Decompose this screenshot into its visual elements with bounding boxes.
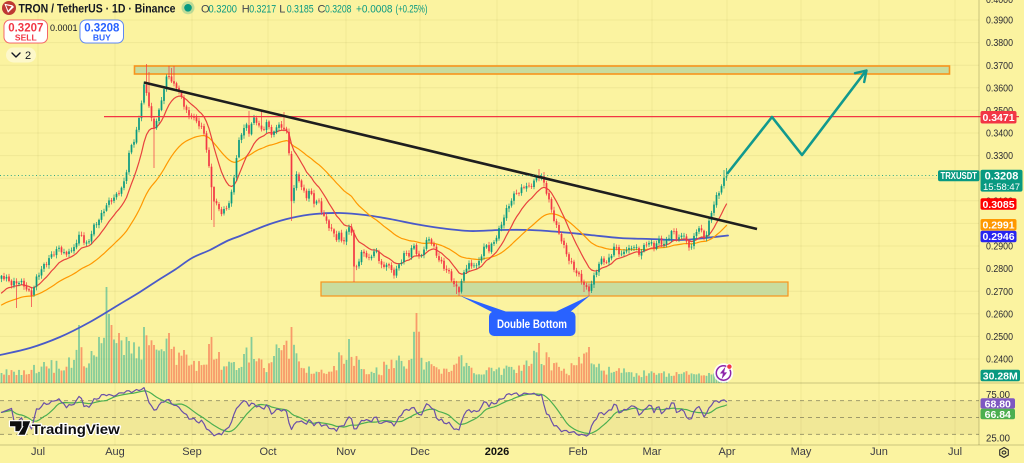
svg-text:0.2700: 0.2700 [986,287,1013,298]
svg-text:0.2500: 0.2500 [986,332,1013,343]
svg-text:30.28M: 30.28M [983,370,1018,382]
svg-text:Jul: Jul [31,446,45,458]
svg-text:TRXUSDT: TRXUSDT [941,171,978,182]
svg-text:Apr: Apr [718,446,735,458]
svg-text:L: L [279,4,285,16]
svg-text:0.3200: 0.3200 [209,4,238,16]
svg-text:0.3471: 0.3471 [982,112,1014,124]
svg-text:15:58:47: 15:58:47 [983,182,1020,193]
svg-text:+0.0008: +0.0008 [356,4,393,16]
svg-text:0.3900: 0.3900 [986,16,1013,27]
svg-text:66.84: 66.84 [985,409,1011,421]
svg-text:0.2946: 0.2946 [982,231,1014,243]
svg-text:SELL: SELL [15,33,37,43]
svg-text:May: May [791,446,812,458]
svg-text:0.3185: 0.3185 [287,4,314,16]
svg-text:0.3208: 0.3208 [84,23,120,35]
svg-text:BUY: BUY [93,33,111,43]
svg-text:0.3085: 0.3085 [982,199,1014,211]
svg-text:(+0.25%): (+0.25%) [396,4,428,16]
svg-text:Nov: Nov [336,446,356,458]
svg-text:0.2800: 0.2800 [986,264,1013,275]
svg-text:Feb: Feb [569,446,588,458]
svg-text:C: C [318,4,326,16]
svg-text:TradingView: TradingView [32,422,121,437]
svg-text:0.3217: 0.3217 [249,4,276,16]
svg-text:TRON / TetherUS · 1D · Binance: TRON / TetherUS · 1D · Binance [19,2,176,16]
svg-text:0.0001: 0.0001 [50,23,78,33]
svg-text:Jun: Jun [870,446,888,458]
svg-text:Jul: Jul [948,446,962,458]
svg-text:Aug: Aug [105,446,125,458]
svg-text:0.3400: 0.3400 [986,129,1013,140]
svg-text:0.3300: 0.3300 [986,151,1013,162]
svg-text:Double Bottom: Double Bottom [497,319,567,331]
svg-text:2026: 2026 [485,446,509,458]
svg-text:0.3800: 0.3800 [986,38,1013,49]
svg-text:Oct: Oct [259,446,276,458]
svg-text:0.3700: 0.3700 [986,61,1013,72]
svg-text:0.2600: 0.2600 [986,309,1013,320]
svg-text:25.00: 25.00 [986,434,1010,445]
svg-text:68.80: 68.80 [985,398,1011,410]
svg-text:0.4000: 0.4000 [986,0,1013,6]
svg-text:H: H [242,4,250,16]
svg-text:0.3208: 0.3208 [985,171,1019,183]
svg-text:75.00: 75.00 [986,390,1010,401]
svg-text:O: O [201,4,210,16]
svg-text:Mar: Mar [643,446,662,458]
svg-text:0.2991: 0.2991 [982,220,1014,232]
svg-text:0.2900: 0.2900 [986,242,1013,253]
svg-text:0.3208: 0.3208 [325,4,352,16]
svg-text:0.2400: 0.2400 [986,355,1013,366]
svg-text:2: 2 [25,50,31,62]
svg-text:Sep: Sep [182,446,202,458]
svg-text:0.3600: 0.3600 [986,83,1013,94]
svg-text:Dec: Dec [410,446,430,458]
svg-text:0.3207: 0.3207 [8,23,43,35]
